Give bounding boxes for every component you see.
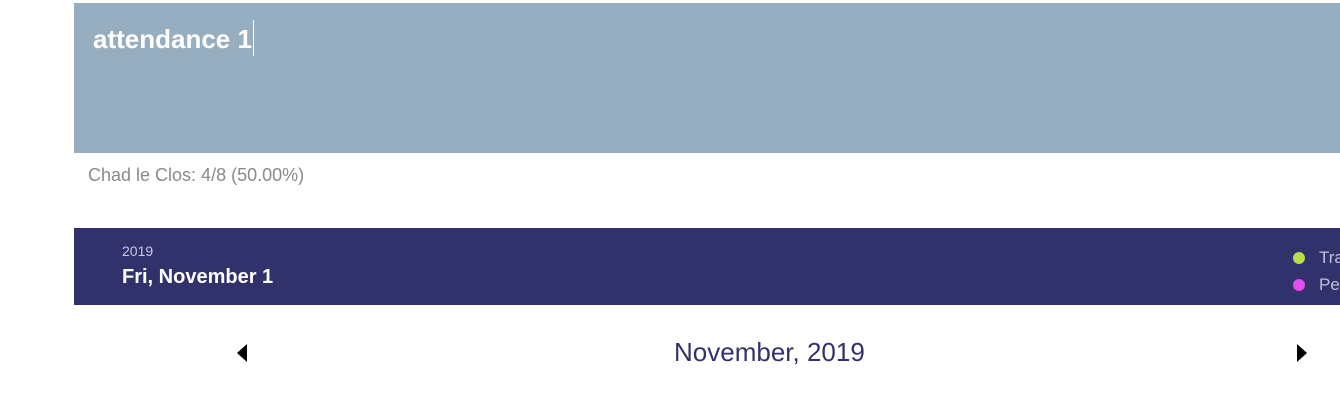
selected-year[interactable]: 2019: [122, 243, 154, 259]
selected-date[interactable]: Fri, November 1: [122, 266, 274, 288]
caret-right-icon[interactable]: [1295, 343, 1309, 363]
legend-label: Tra: [1319, 247, 1340, 267]
event-title-input[interactable]: attendance 1: [93, 20, 254, 56]
legend-dot: [1293, 251, 1305, 264]
legend: Tra Pe: [1293, 244, 1340, 298]
month-title: November, 2019: [674, 337, 865, 367]
event-title-text: attendance 1: [93, 24, 252, 54]
selected-date-header: 2019 Fri, November 1 Tra Pe: [74, 228, 1340, 305]
attendance-summary: Chad le Clos: 4/8 (50.00%): [88, 165, 305, 185]
legend-dot: [1293, 278, 1305, 291]
legend-item: Tra: [1293, 244, 1340, 271]
legend-label: Pe: [1319, 274, 1340, 294]
caret-left-icon[interactable]: [235, 343, 249, 363]
event-title-panel[interactable]: attendance 1: [74, 3, 1340, 153]
legend-item: Pe: [1293, 271, 1340, 298]
text-caret: [252, 20, 254, 56]
